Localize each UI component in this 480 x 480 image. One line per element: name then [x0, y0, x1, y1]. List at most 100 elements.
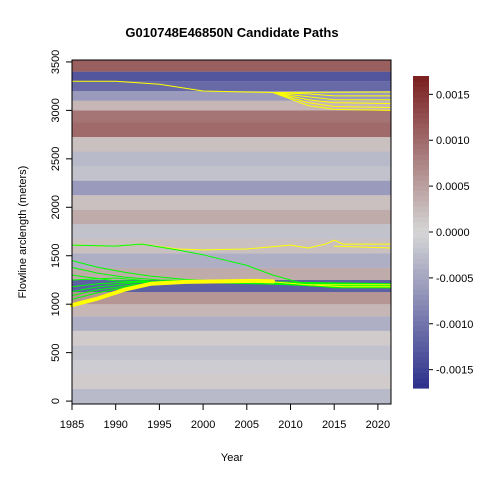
x-tick-label: 1990 — [103, 419, 127, 431]
colorbar-swatch — [413, 273, 429, 280]
colorbar-swatch — [413, 278, 429, 285]
heatmap-band — [72, 267, 391, 280]
colorbar-swatch — [413, 294, 429, 301]
heatmap-band — [72, 81, 391, 92]
colorbar-swatch — [413, 81, 429, 87]
colorbar-swatch — [413, 190, 429, 197]
heatmap-band — [72, 137, 391, 152]
chart-title: G010748E46850N Candidate Paths — [125, 25, 338, 40]
path-line — [272, 92, 392, 97]
heatmap — [72, 60, 391, 404]
colorbar-swatch — [413, 315, 429, 321]
colorbar-swatch — [413, 180, 429, 186]
colorbar-swatch — [413, 372, 429, 379]
colorbar-tick-label: 0.0015 — [436, 89, 470, 101]
colorbar-swatch — [413, 169, 429, 176]
x-tick-label: 2000 — [191, 419, 215, 431]
colorbar-swatch — [413, 174, 429, 181]
colorbar-swatch — [413, 76, 429, 82]
colorbar: 0.0015 0.0010 0.0005 0.0000 -0.0005 -0.0010 -0… — [413, 76, 473, 389]
colorbar-swatch — [413, 154, 429, 160]
colorbar-swatch — [413, 195, 429, 202]
x-tick-label: 2020 — [366, 419, 390, 431]
colorbar-swatch — [413, 138, 429, 145]
path-line — [272, 92, 392, 111]
colorbar-swatch — [413, 263, 429, 269]
heatmap-band — [72, 91, 391, 101]
colorbar-swatch — [413, 96, 429, 103]
colorbar-swatch — [413, 258, 429, 264]
heatmap-band — [72, 316, 391, 331]
heatmap-band — [72, 209, 391, 225]
path-line — [272, 92, 392, 108]
colorbar-swatch — [413, 86, 429, 93]
heatmap-band — [72, 304, 391, 317]
colorbar-swatch — [413, 148, 429, 155]
colorbar-swatch — [413, 304, 429, 311]
y-tick-label: 1500 — [50, 243, 62, 267]
colorbar-swatch — [413, 122, 429, 129]
colorbar-tick-label: 0.0005 — [436, 181, 470, 193]
x-tick-label: 2010 — [278, 419, 302, 431]
colorbar-swatch — [413, 325, 429, 332]
colorbar-swatch — [413, 128, 429, 134]
x-tick-label: 2015 — [322, 419, 346, 431]
colorbar-swatch — [413, 356, 429, 363]
plot-frame — [71, 59, 392, 405]
colorbar-swatch — [413, 211, 429, 217]
heatmap-band — [72, 71, 391, 82]
x-axis-title: Year — [221, 452, 244, 464]
x-tick-label: 2005 — [235, 419, 259, 431]
colorbar-swatch — [413, 382, 429, 389]
path-line — [272, 92, 392, 105]
heatmap-band — [72, 195, 391, 210]
x-tick-label: 1985 — [60, 419, 84, 431]
colorbar-swatch — [413, 289, 429, 295]
colorbar-swatch — [413, 206, 429, 212]
colorbar-swatch — [413, 232, 429, 238]
colorbar-tick-label: -0.0015 — [436, 365, 473, 377]
colorbar-tick-label: 0.0010 — [436, 135, 470, 147]
heatmap-band — [72, 224, 391, 239]
y-tick-label: 3500 — [50, 50, 62, 74]
colorbar-tick-label: -0.0005 — [436, 273, 473, 285]
colorbar-swatch — [413, 242, 429, 249]
y-tick-label: 500 — [50, 343, 62, 361]
colorbar-swatch — [413, 185, 429, 191]
y-tick-label: 3000 — [50, 98, 62, 122]
colorbar-swatch — [413, 247, 429, 254]
colorbar-swatch — [413, 107, 429, 113]
colorbar-swatch — [413, 102, 429, 108]
candidate-paths — [70, 80, 392, 308]
colorbar-swatch — [413, 159, 429, 165]
colorbar-swatch — [413, 341, 429, 347]
colorbar-tick-label: 0.0000 — [436, 227, 470, 239]
heatmap-band — [72, 330, 391, 346]
colorbar-swatch — [413, 299, 429, 306]
colorbar-tick-label: -0.0010 — [436, 319, 473, 331]
x-tick-label: 1995 — [147, 419, 171, 431]
colorbar-swatch — [413, 252, 429, 259]
y-axis: 0 500 1000 1500 2000 2500 3000 3500 — [50, 50, 72, 404]
y-tick-label: 1000 — [50, 292, 62, 316]
path-line — [333, 245, 392, 249]
y-tick-label: 2000 — [50, 195, 62, 219]
colorbar-swatch — [413, 377, 429, 384]
colorbar-swatch — [413, 221, 429, 228]
heatmap-band — [72, 110, 391, 123]
heatmap-band — [72, 122, 391, 138]
heatmap-band — [72, 151, 391, 167]
colorbar-swatch — [413, 117, 429, 124]
colorbar-swatch — [413, 143, 429, 150]
colorbar-swatch — [413, 336, 429, 342]
path-line — [70, 278, 275, 308]
heatmap-band — [72, 100, 391, 111]
colorbar-swatch — [413, 310, 429, 316]
path-line — [272, 92, 392, 101]
colorbar-swatch — [413, 200, 429, 207]
colorbar-swatch — [413, 284, 429, 290]
path-line — [272, 281, 392, 288]
colorbar-swatch — [413, 351, 429, 358]
heatmap-band — [72, 374, 391, 389]
